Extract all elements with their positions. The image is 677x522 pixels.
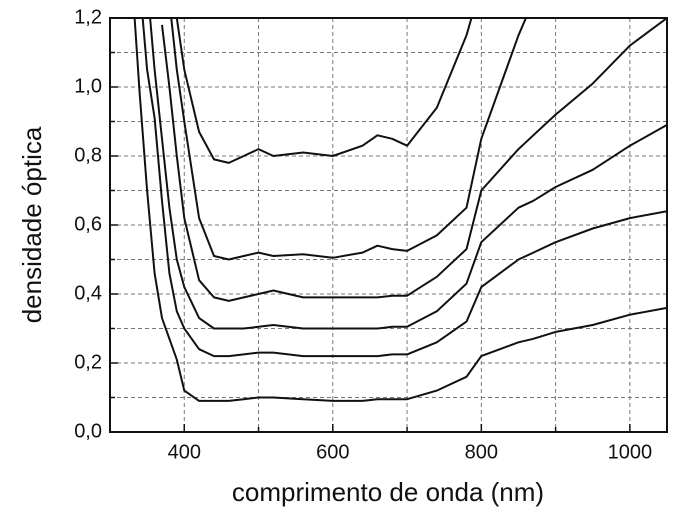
- y-tick-label: 0,2: [74, 351, 102, 373]
- x-tick-label: 800: [465, 441, 498, 463]
- y-tick-label: 0,0: [74, 420, 102, 442]
- data-line: [141, 18, 667, 358]
- x-tick-label: 600: [316, 441, 349, 463]
- y-tick-label: 0,4: [74, 282, 102, 304]
- data-line: [170, 18, 527, 261]
- data-line: [161, 18, 667, 302]
- data-line: [175, 18, 473, 164]
- y-tick-label: 1,2: [74, 6, 102, 28]
- x-tick-label: 1000: [608, 441, 653, 463]
- y-tick-label: 0,6: [74, 213, 102, 235]
- data-line: [133, 18, 667, 402]
- y-tick-label: 1,0: [74, 75, 102, 97]
- x-tick-label: 400: [168, 441, 201, 463]
- x-axis-label: comprimento de onda (nm): [232, 477, 544, 507]
- y-tick-label: 0,8: [74, 144, 102, 166]
- data-line: [149, 18, 667, 330]
- y-axis-label: densidade óptica: [17, 126, 47, 323]
- plot-frame: [109, 17, 668, 433]
- plot-area: [133, 18, 667, 402]
